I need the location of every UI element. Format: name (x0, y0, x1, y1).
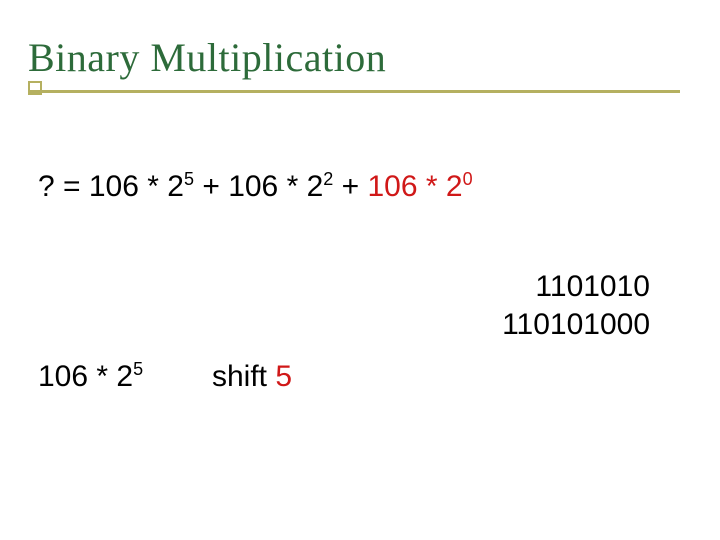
term-2-suffix: + (333, 170, 367, 203)
equation-term-1: 106 * 25 + (89, 170, 228, 203)
term-1-suffix: + (194, 170, 228, 203)
page-title: Binary Multiplication (28, 35, 386, 80)
binary-line-1: 1101010 (535, 270, 650, 303)
term-1-exp: 5 (184, 169, 194, 189)
equation-term-3: 106 * 20 (368, 170, 473, 203)
term-1-base: 106 * 2 (89, 170, 184, 203)
binary-line-2: 110101000 (502, 308, 650, 341)
term-2-exp: 2 (323, 169, 333, 189)
equation-prefix: ? = (38, 170, 89, 203)
shift-label-value: 5 (275, 360, 292, 393)
shift-label: shift 5 (212, 360, 292, 394)
shift-lhs-exp: 5 (133, 359, 143, 379)
binary-block: 1101010 110101000 (502, 268, 650, 343)
term-3-base: 106 * 2 (368, 170, 463, 203)
term-2-base: 106 * 2 (228, 170, 323, 203)
shift-label-word: shift (212, 360, 275, 393)
term-3-exp: 0 (463, 169, 473, 189)
shift-lhs: 106 * 25 (38, 360, 143, 394)
title-underline (28, 90, 680, 93)
shift-lhs-base: 106 * 2 (38, 360, 133, 393)
equation-term-2: 106 * 22 + (228, 170, 367, 203)
equation-line: ? = 106 * 25 + 106 * 22 + 106 * 20 (38, 170, 473, 204)
